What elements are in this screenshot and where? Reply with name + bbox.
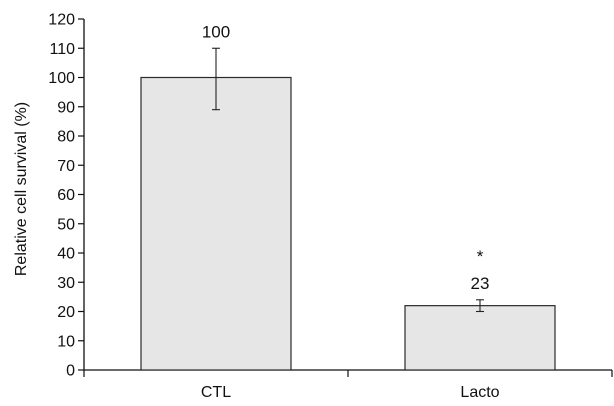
y-tick-label: 30 (57, 275, 75, 292)
y-tick-label: 110 (49, 41, 75, 58)
x-tick-label: Lacto (460, 384, 499, 401)
bar-ctl (140, 76, 292, 371)
bars (140, 47, 556, 371)
y-axis-title: Relative cell survival (%) (13, 102, 30, 276)
y-tick-label: 40 (57, 246, 75, 263)
significance-annotation: * (477, 247, 484, 266)
y-tick-label: 20 (57, 304, 75, 321)
y-tick-label: 10 (57, 333, 75, 350)
y-tick-label: 60 (57, 187, 75, 204)
y-tick-label: 0 (66, 363, 75, 380)
y-tick-label: 50 (57, 216, 75, 233)
y-tick-label: 100 (48, 70, 75, 87)
axes: 0 10 20 30 40 50 60 70 80 90 100 110 120 (48, 12, 613, 380)
data-label: 100 (202, 22, 230, 41)
bar-lacto (404, 305, 556, 371)
y-tick-label: 90 (57, 99, 75, 116)
x-tick-label: CTL (201, 384, 231, 401)
y-tick-label: 80 (57, 129, 75, 146)
y-tick-label: 120 (48, 12, 75, 29)
labels: 100 CTL 23 * Lacto (201, 22, 500, 401)
y-tick-label: 70 (57, 158, 75, 175)
data-label: 23 (471, 274, 490, 293)
